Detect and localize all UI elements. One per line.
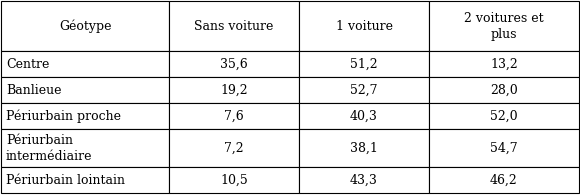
Bar xyxy=(429,77,579,103)
Bar xyxy=(169,167,299,193)
Text: Centre: Centre xyxy=(6,57,49,71)
Text: 10,5: 10,5 xyxy=(220,173,248,187)
Text: 43,3: 43,3 xyxy=(350,173,378,187)
Bar xyxy=(299,1,429,51)
Text: 35,6: 35,6 xyxy=(220,57,248,71)
Bar xyxy=(299,77,429,103)
Bar xyxy=(429,103,579,129)
Text: 28,0: 28,0 xyxy=(490,83,518,96)
Bar xyxy=(169,77,299,103)
Bar xyxy=(299,103,429,129)
Text: 7,2: 7,2 xyxy=(224,142,244,154)
Text: 40,3: 40,3 xyxy=(350,110,378,122)
Text: Sans voiture: Sans voiture xyxy=(194,19,274,33)
Bar xyxy=(1,103,169,129)
Bar xyxy=(169,129,299,167)
Bar xyxy=(1,1,169,51)
Text: 2 voitures et
plus: 2 voitures et plus xyxy=(464,12,544,41)
Bar xyxy=(169,103,299,129)
Bar xyxy=(429,167,579,193)
Text: 46,2: 46,2 xyxy=(490,173,518,187)
Text: 38,1: 38,1 xyxy=(350,142,378,154)
Bar xyxy=(429,1,579,51)
Text: Banlieue: Banlieue xyxy=(6,83,61,96)
Text: 51,2: 51,2 xyxy=(350,57,378,71)
Text: 1 voiture: 1 voiture xyxy=(335,19,393,33)
Text: 13,2: 13,2 xyxy=(490,57,518,71)
Bar xyxy=(169,1,299,51)
Text: 54,7: 54,7 xyxy=(490,142,518,154)
Bar xyxy=(1,129,169,167)
Bar xyxy=(1,167,169,193)
Bar xyxy=(1,51,169,77)
Text: 7,6: 7,6 xyxy=(224,110,244,122)
Bar xyxy=(429,129,579,167)
Text: Géotype: Géotype xyxy=(59,19,111,33)
Bar xyxy=(299,51,429,77)
Bar xyxy=(299,167,429,193)
Text: 52,7: 52,7 xyxy=(350,83,378,96)
Bar xyxy=(299,129,429,167)
Text: Périurbain lointain: Périurbain lointain xyxy=(6,173,125,187)
Text: 52,0: 52,0 xyxy=(490,110,518,122)
Bar xyxy=(1,77,169,103)
Bar xyxy=(169,51,299,77)
Text: 19,2: 19,2 xyxy=(220,83,248,96)
Text: Périurbain proche: Périurbain proche xyxy=(6,109,121,123)
Bar xyxy=(429,51,579,77)
Text: Périurbain
intermédiaire: Périurbain intermédiaire xyxy=(6,133,92,162)
